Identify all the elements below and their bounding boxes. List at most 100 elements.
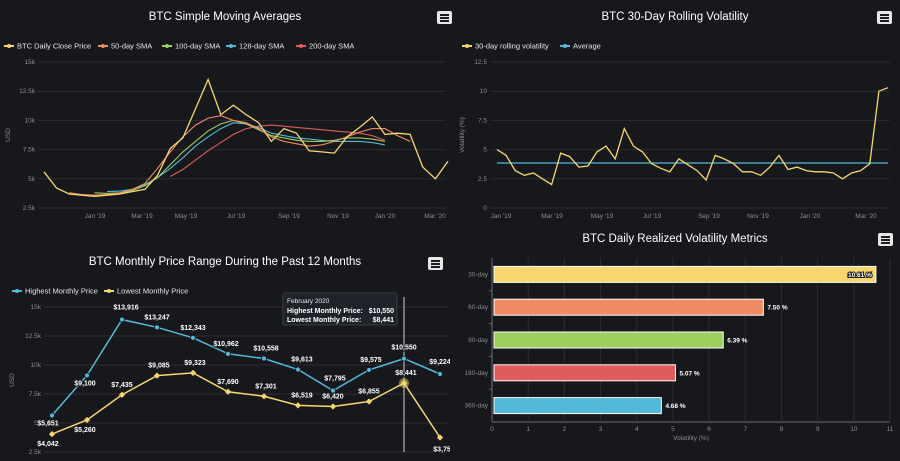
data-label: $7,301	[255, 383, 277, 390]
legend-item[interactable]: 128-day SMA	[226, 42, 284, 51]
legend-label[interactable]: BTC Daily Close Price	[17, 42, 91, 51]
highest-point[interactable]	[49, 412, 55, 419]
highest-point[interactable]	[401, 355, 407, 362]
x-tick-label: May '19	[591, 213, 614, 220]
lowest-point[interactable]	[153, 372, 161, 379]
volatility-bar[interactable]	[493, 397, 662, 415]
y-tick-label: 15k	[31, 304, 42, 311]
y-tick-label: 2.5k	[29, 449, 42, 456]
legend-item[interactable]: Highest Monthly Price	[12, 287, 98, 296]
tooltip: February 2020 Highest Monthly Price: $10,5…	[282, 292, 398, 326]
highest-point[interactable]	[261, 355, 267, 362]
volatility-bar[interactable]	[493, 298, 764, 316]
x-tick-label: 10	[850, 426, 858, 433]
lowest-point[interactable]	[189, 369, 197, 376]
data-label: $5,651	[37, 420, 59, 427]
legend-label[interactable]: 128-day SMA	[239, 42, 284, 51]
data-label: $5,260	[74, 427, 96, 434]
legend-item[interactable]: 100-day SMA	[162, 42, 220, 51]
highest-point[interactable]	[437, 371, 443, 377]
y-tick-label: 15k	[25, 59, 36, 66]
x-tick-label: 11	[887, 426, 894, 433]
x-tick-label: 2	[563, 426, 567, 433]
y-tick-label: 2.5k	[23, 205, 36, 212]
legend-label[interactable]: 200-day SMA	[309, 42, 354, 51]
data-label: $9,100	[74, 380, 96, 387]
y-tick-label: 5k	[34, 420, 42, 427]
sma-chart-menu-button[interactable]	[437, 11, 452, 24]
highest-point[interactable]	[119, 316, 125, 323]
data-label: $7,795	[324, 376, 346, 383]
realized-volatility-chart-menu-button[interactable]	[878, 233, 893, 246]
y-tick-label: 5k	[28, 176, 36, 183]
data-label: $9,323	[184, 360, 206, 367]
legend-label[interactable]: 30-day rolling volatility	[475, 42, 549, 51]
highest-point[interactable]	[366, 367, 372, 373]
chart-svg: BTC Daily Realized Volatility Metrics 0 1 2…	[465, 233, 894, 442]
data-label: $4,042	[37, 441, 59, 448]
legend-item[interactable]: 50-day SMA	[98, 42, 152, 51]
legend-label[interactable]: Average	[573, 42, 601, 51]
chart-svg: BTC 30-Day Rolling Volatility 30-day roll…	[459, 11, 890, 220]
monthly-range-chart-menu-button[interactable]	[428, 257, 443, 270]
legend-label[interactable]: 100-day SMA	[175, 42, 220, 51]
highest-point[interactable]	[154, 324, 160, 331]
x-tick-label: Mar '19	[131, 213, 153, 220]
chart-title: BTC 30-Day Rolling Volatility	[601, 11, 748, 23]
volatility-chart-menu-button[interactable]	[877, 11, 892, 24]
data-label: $7,435	[111, 382, 133, 389]
lowest-point[interactable]	[224, 388, 232, 395]
y-tick-label: 7.5k	[29, 391, 42, 398]
volatility-bar[interactable]	[493, 265, 877, 283]
legend-label[interactable]: 50-day SMA	[111, 42, 152, 51]
legend-item[interactable]: BTC Daily Close Price	[4, 42, 91, 51]
data-label: $3,750	[433, 447, 450, 454]
legend-item[interactable]: 200-day SMA	[296, 42, 354, 51]
category-label: 180-day	[465, 370, 489, 377]
data-label: $9,613	[291, 356, 313, 363]
y-tick-label: 7.5k	[23, 147, 36, 154]
x-tick-label: Sep '19	[278, 213, 300, 220]
chart-svg: BTC Simple Moving Averages BTC Daily Clos…	[4, 11, 449, 220]
lowest-point[interactable]	[48, 431, 56, 438]
lowest-point[interactable]	[329, 403, 337, 410]
data-label: $6,519	[291, 392, 313, 399]
volatility-bar[interactable]	[493, 364, 676, 382]
legend-item[interactable]: Average	[560, 42, 601, 51]
lowest-point[interactable]	[365, 398, 373, 405]
chart-title: BTC Simple Moving Averages	[149, 11, 302, 23]
x-tick-label: 9	[816, 426, 820, 433]
y-tick-label: 12.5k	[19, 88, 36, 95]
tooltip-high-label: Highest Monthly Price:	[287, 308, 363, 315]
tooltip-high-value: $10,550	[369, 308, 394, 315]
x-tick-label: 7	[743, 426, 747, 433]
legend-item[interactable]: 30-day rolling volatility	[462, 42, 549, 51]
y-tick-label: 0	[483, 205, 487, 212]
y-tick-label: 12.5k	[25, 333, 42, 340]
y-axis-title: USD	[9, 373, 16, 387]
legend-label[interactable]: Highest Monthly Price	[25, 287, 98, 296]
highest-point[interactable]	[190, 334, 196, 341]
highest-point[interactable]	[330, 387, 336, 394]
x-tick-label: Jan '20	[375, 213, 396, 220]
category-label: 30-day	[468, 271, 489, 278]
series-line-btc-daily-close-price	[43, 77, 449, 197]
category-label: 90-day	[468, 337, 489, 344]
legend-marker	[107, 289, 111, 293]
lowest-point[interactable]	[294, 402, 302, 409]
highest-point[interactable]	[225, 350, 231, 357]
legend-label[interactable]: Lowest Monthly Price	[117, 287, 188, 296]
highest-point[interactable]	[295, 366, 301, 373]
volatility-bar[interactable]	[493, 331, 724, 349]
y-tick-label: 5	[483, 147, 487, 154]
data-label: $13,916	[113, 305, 138, 312]
legend-marker	[299, 44, 303, 48]
legend-item[interactable]: Lowest Monthly Price	[104, 287, 188, 296]
highest-point[interactable]	[84, 372, 90, 379]
x-tick-label: Jan '19	[85, 213, 106, 220]
lowest-point[interactable]	[118, 391, 126, 398]
x-tick-label: 4	[635, 426, 639, 433]
x-tick-label: Nov '19	[327, 213, 349, 220]
tooltip-box	[282, 292, 398, 326]
data-label: $8,441	[395, 370, 417, 377]
